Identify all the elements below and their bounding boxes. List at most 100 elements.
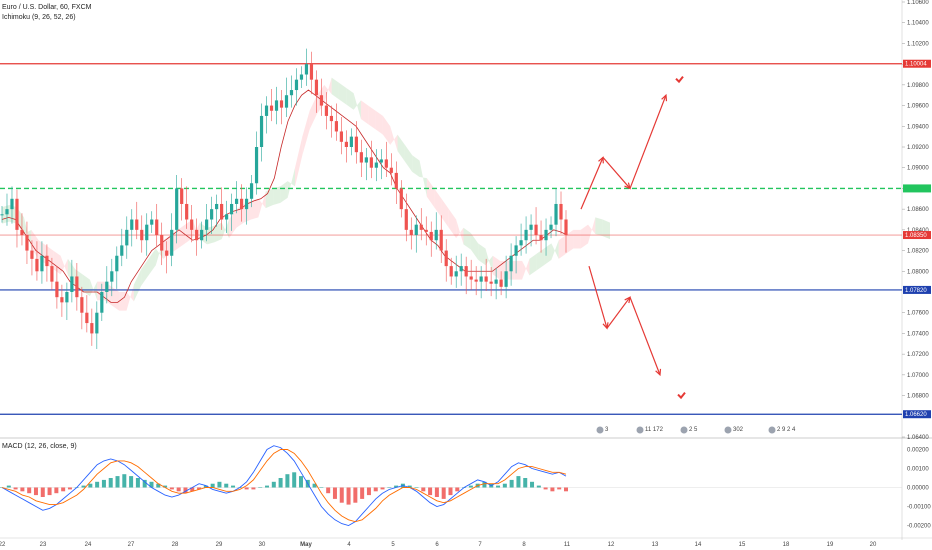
macd-y-tick-label: -0.00100	[907, 505, 931, 511]
macd-histogram-bar	[135, 478, 140, 488]
y-tick-label: 1.09600	[907, 104, 929, 110]
x-tick-label: 14	[695, 542, 702, 548]
projection-arrow-head	[661, 93, 668, 102]
ichimoku-cloud-segment	[221, 219, 230, 240]
candle-body	[314, 79, 319, 96]
candle-body	[0, 214, 4, 216]
macd-histogram-bar	[292, 472, 297, 488]
macd-histogram-bar	[319, 487, 324, 488]
macd-histogram-bar	[224, 483, 229, 488]
candle-body	[554, 203, 558, 225]
ichimoku-cloud-segment	[265, 188, 274, 209]
ichimoku-cloud-segment	[544, 243, 552, 266]
candle-body	[449, 266, 453, 277]
candle-body	[494, 279, 498, 284]
y-tick-label: 1.08600	[907, 207, 929, 213]
ichimoku-cloud-segment	[214, 222, 222, 243]
ichimoku-cloud-segment	[573, 229, 581, 249]
ichimoku-cloud-segment	[375, 110, 383, 135]
macd-histogram-bar	[448, 487, 453, 496]
candle-body	[519, 240, 523, 246]
projection-arrow-segment	[588, 265, 608, 329]
candle-body	[55, 281, 59, 298]
y-tick-label: 1.06400	[907, 435, 929, 441]
macd-histogram-bar	[394, 485, 399, 488]
ichimoku-cloud-segment	[536, 248, 545, 271]
y-tick-label: 1.08000	[907, 269, 929, 275]
y-tick-label: 1.10200	[907, 41, 929, 47]
candle-body	[180, 188, 184, 204]
candle-body	[85, 312, 89, 324]
candle-body	[135, 219, 139, 230]
macd-histogram-bar	[339, 487, 344, 503]
macd-histogram-bar	[149, 481, 154, 488]
candle-body	[225, 214, 229, 220]
candle-body	[509, 255, 513, 272]
ichimoku-cloud-segment	[133, 269, 142, 302]
candle-body	[45, 255, 49, 267]
candle-body	[544, 229, 548, 241]
candle-body	[439, 229, 443, 251]
macd-histogram-bar	[129, 476, 134, 488]
x-tick-label: 12	[608, 542, 615, 548]
macd-histogram-bar	[122, 474, 127, 488]
x-tick-label: 5	[391, 542, 395, 548]
candle-body	[205, 219, 209, 230]
y-tick-label: 1.07600	[907, 311, 929, 317]
candle-body	[319, 95, 324, 106]
target-check-icon	[675, 76, 684, 84]
target-check-icon	[677, 391, 686, 400]
event-flag-icon	[596, 426, 604, 434]
y-tick-label: 1.09000	[907, 166, 929, 172]
level-badge-support2	[903, 410, 931, 419]
x-tick-label: 13	[652, 542, 659, 548]
macd-histogram-bar	[210, 483, 215, 488]
level-badge-text-current: 1.08350	[905, 233, 927, 239]
x-tick-label: 7	[478, 542, 482, 548]
candle-body	[229, 203, 234, 215]
candle-body	[110, 271, 114, 282]
ichimoku-cloud-segment	[448, 209, 457, 239]
candle-body	[279, 100, 284, 108]
ichimoku-cloud-segment	[324, 77, 332, 104]
macd-y-tick-label: 0.00000	[907, 486, 929, 492]
x-tick-label: 15	[739, 542, 746, 548]
candle-body	[289, 90, 294, 96]
macd-histogram-bar	[434, 487, 439, 497]
y-tick-label: 1.09400	[907, 124, 929, 130]
indicator-label[interactable]: Ichimoku (9, 26, 52, 26)	[2, 14, 76, 21]
macd-histogram-bar	[47, 487, 52, 496]
candle-body	[384, 159, 388, 168]
candle-body	[115, 255, 119, 272]
candle-body	[499, 279, 503, 287]
candle-body	[170, 229, 174, 256]
macd-line	[1, 445, 567, 526]
x-tick-label: 29	[216, 542, 223, 548]
candle-body	[339, 131, 343, 142]
ichimoku-cloud-segment	[382, 115, 391, 145]
ichimoku-cloud-segment	[595, 217, 603, 237]
macd-histogram-bar	[298, 476, 303, 488]
ichimoku-cloud-segment	[441, 198, 449, 228]
macd-histogram-bar	[258, 487, 263, 488]
candle-body	[234, 198, 239, 204]
macd-histogram-bar	[13, 487, 18, 490]
candle-body	[549, 224, 553, 230]
ichimoku-cloud-segment	[295, 136, 303, 187]
event-badge-text: 2 9 2 4	[777, 427, 796, 433]
projection-arrow-segment	[602, 156, 631, 189]
ichimoku-cloud-segment	[141, 258, 149, 286]
level-badge-text-support: 1.07820	[905, 288, 927, 294]
x-tick-label: 6	[435, 542, 439, 548]
candle-body	[379, 159, 383, 163]
macd-label[interactable]: MACD (12, 26, close, 9)	[2, 443, 77, 450]
symbol-title[interactable]: Euro / U.S. Dollar, 60, FXCM	[2, 4, 92, 11]
candle-body	[25, 235, 29, 251]
candle-body	[264, 105, 269, 116]
macd-histogram-bar	[387, 487, 392, 488]
candle-body	[175, 188, 179, 230]
signal-line	[1, 449, 567, 523]
projection-arrow-segment	[606, 296, 631, 329]
